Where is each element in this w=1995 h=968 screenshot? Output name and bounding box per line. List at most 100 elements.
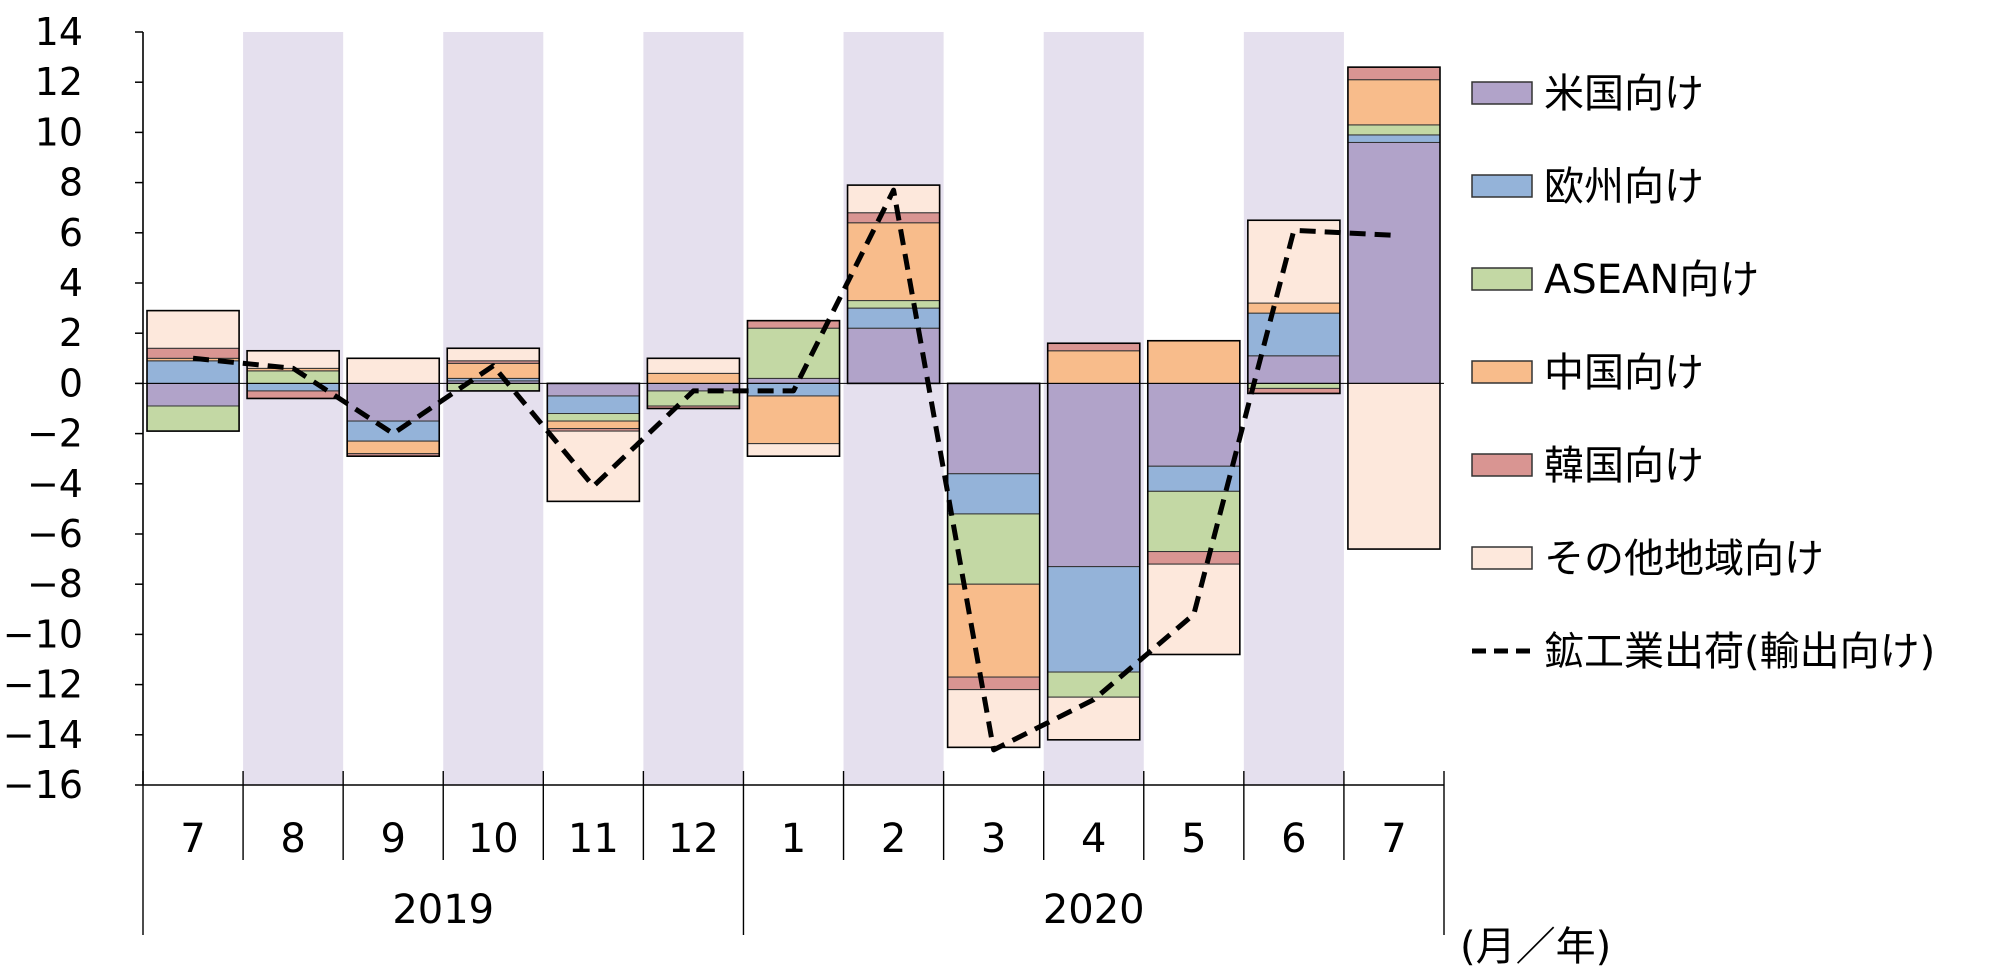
legend-label-5: その他地域向け <box>1544 536 1824 582</box>
bar-segment-4-5 <box>546 430 640 502</box>
bar-outline-12 <box>1347 66 1441 550</box>
bar-segment-7-2 <box>847 300 941 309</box>
x-tick-label-9: 4 <box>1081 816 1106 862</box>
legend-label-line: 鉱工業出荷(輸出向け) <box>1544 629 1935 675</box>
bar-segment-7-4 <box>847 212 941 224</box>
bar-segment-4-3 <box>546 420 640 430</box>
x-tick-label-7: 2 <box>881 816 906 862</box>
bar-outline-1 <box>246 349 340 400</box>
bar-segment-0-1 <box>146 360 240 384</box>
y-tick-label-2: 2 <box>59 311 83 355</box>
bar-segment-6-5 <box>746 443 841 457</box>
bar-segment-5-3 <box>646 372 740 384</box>
bar-segment-11-0 <box>1247 355 1341 384</box>
y-tick-label-4: 4 <box>59 261 83 305</box>
legend-label-2: ASEAN向け <box>1544 257 1759 303</box>
bar-segment-10-4 <box>1147 551 1241 565</box>
legend-swatch-5 <box>1471 546 1533 570</box>
legend-swatch-0 <box>1471 81 1533 105</box>
legend-label-3: 中国向け <box>1544 350 1704 396</box>
bar-segment-10-0 <box>1147 382 1241 467</box>
bar-segment-7-0 <box>847 327 941 384</box>
bar-segment-10-3 <box>1147 340 1241 384</box>
x-tick-label-12: 7 <box>1381 816 1406 862</box>
bar-segment-8-0 <box>947 382 1041 475</box>
bar-segment-12-4 <box>1347 66 1441 81</box>
bar-segment-12-2 <box>1347 124 1441 136</box>
y-tick-label--10: −10 <box>3 612 83 656</box>
y-tick-label-10: 10 <box>35 110 83 154</box>
y-tick-label-12: 12 <box>35 60 83 104</box>
bar-segment-8-5 <box>947 689 1041 748</box>
bar-segment-9-2 <box>1047 671 1141 698</box>
bar-segment-11-2 <box>1247 382 1341 389</box>
bar-segment-0-5 <box>146 310 240 349</box>
bar-outline-0 <box>146 309 240 432</box>
bar-segment-12-1 <box>1347 134 1441 143</box>
legend-swatch-3 <box>1471 360 1533 384</box>
bar-segment-7-1 <box>847 307 941 329</box>
bar-segment-9-0 <box>1047 382 1141 568</box>
x-tick-label-11: 6 <box>1281 816 1306 862</box>
y-tick-label-0: 0 <box>59 361 83 405</box>
x-tick-label-3: 10 <box>468 816 519 862</box>
x-tick-label-1: 8 <box>280 816 305 862</box>
bar-outline-2 <box>346 357 441 457</box>
bar-segment-8-3 <box>947 583 1041 678</box>
y-tick-label--8: −8 <box>27 562 83 606</box>
legend-swatch-1 <box>1471 174 1533 198</box>
y-tick-label--4: −4 <box>27 462 83 506</box>
bar-segment-8-4 <box>947 676 1041 691</box>
y-tick-label-8: 8 <box>59 161 83 205</box>
legend-swatch-2 <box>1471 267 1533 291</box>
bar-segment-0-4 <box>146 347 240 359</box>
y-tick-label--6: −6 <box>27 512 83 556</box>
shade-column-11 <box>1243 32 1344 785</box>
bar-segment-9-4 <box>1047 342 1141 352</box>
bar-segment-12-5 <box>1347 382 1441 550</box>
y-tick-label-14: 14 <box>35 10 83 54</box>
x-tick-label-4: 11 <box>568 816 619 862</box>
year-label-0: 2019 <box>392 887 494 933</box>
bar-segment-0-2 <box>146 405 240 432</box>
bar-segment-1-2 <box>246 370 340 384</box>
legend-label-0: 米国向け <box>1544 71 1704 117</box>
bar-segment-8-1 <box>947 473 1041 515</box>
shade-column-7 <box>843 32 944 785</box>
stacked-bars <box>146 66 1441 749</box>
bar-segment-0-0 <box>146 382 240 407</box>
bar-segment-2-3 <box>346 440 440 455</box>
bar-segment-4-1 <box>546 395 640 415</box>
bar-segment-7-3 <box>847 222 941 302</box>
bar-segment-5-5 <box>646 357 740 374</box>
bar-segment-6-0 <box>746 377 841 384</box>
bar-segment-9-1 <box>1047 566 1141 673</box>
y-tick-label-6: 6 <box>59 211 83 255</box>
bar-segment-6-2 <box>746 327 841 379</box>
bar-segment-4-2 <box>546 413 640 422</box>
bar-segment-1-5 <box>246 350 340 369</box>
legend-label-4: 韓国向け <box>1544 443 1704 489</box>
year-label-1: 2020 <box>1043 887 1145 933</box>
unit-label: (月／年) <box>1460 924 1611 968</box>
x-tick-label-2: 9 <box>380 816 405 862</box>
y-tick-label--12: −12 <box>3 663 83 707</box>
bar-segment-11-3 <box>1247 302 1341 314</box>
bar-segment-6-3 <box>746 395 841 445</box>
shade-column-3 <box>443 32 544 785</box>
y-tick-label--16: −16 <box>3 763 83 807</box>
bar-segment-2-5 <box>346 357 440 384</box>
shade-column-1 <box>243 32 344 785</box>
bar-segment-12-3 <box>1347 79 1441 126</box>
bar-outline-11 <box>1247 219 1341 395</box>
bar-outline-6 <box>746 319 841 457</box>
bar-outline-9 <box>1046 342 1141 741</box>
x-tick-label-5: 12 <box>668 816 719 862</box>
bar-segment-4-0 <box>546 382 640 397</box>
bar-segment-8-2 <box>947 513 1041 585</box>
x-tick-label-0: 7 <box>180 816 205 862</box>
bar-segment-11-1 <box>1247 312 1341 357</box>
bar-segment-3-5 <box>446 347 540 362</box>
